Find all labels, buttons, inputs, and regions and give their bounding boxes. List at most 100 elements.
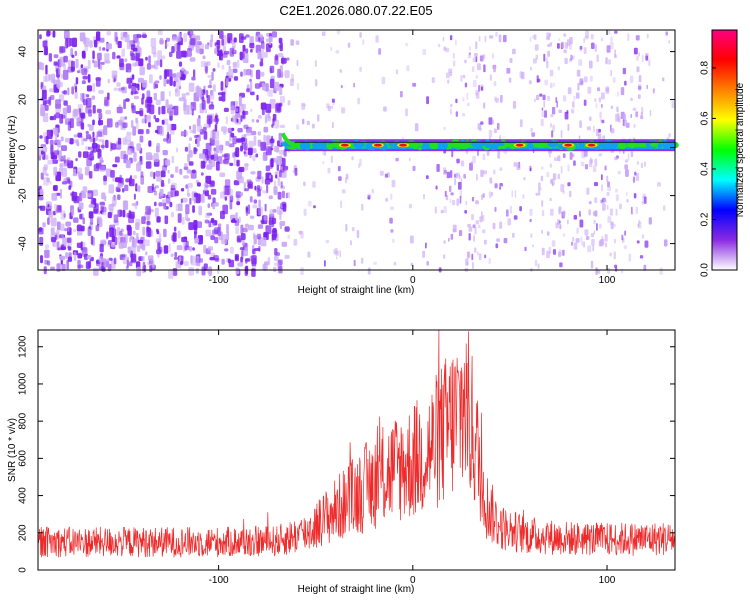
noise-cell — [42, 146, 48, 152]
noise-cell — [50, 129, 53, 137]
noise-cell — [265, 114, 269, 123]
noise-cell — [47, 217, 50, 225]
noise-cell — [195, 35, 201, 41]
noise-cell — [395, 157, 399, 162]
noise-cell — [253, 199, 257, 204]
noise-cell — [183, 166, 189, 170]
noise-cell — [256, 208, 261, 217]
noise-cell — [164, 39, 167, 49]
noise-cell — [221, 154, 228, 158]
ridge-blob — [420, 142, 430, 150]
noise-cell — [493, 169, 496, 175]
noise-cell — [302, 103, 306, 107]
noise-cell — [153, 82, 156, 90]
ridge-blob — [617, 142, 627, 150]
noise-cell — [602, 199, 607, 203]
noise-cell — [405, 43, 409, 46]
noise-cell — [146, 63, 151, 70]
noise-cell — [614, 264, 618, 268]
noise-cell — [55, 112, 60, 119]
noise-cell — [75, 77, 79, 85]
noise-cell — [425, 175, 429, 179]
noise-cell — [566, 219, 569, 225]
noise-cell — [146, 114, 151, 123]
noise-cell — [183, 175, 189, 179]
noise-cell — [450, 108, 452, 115]
noise-cell — [175, 79, 181, 89]
noise-cell — [279, 149, 285, 155]
noise-cell — [578, 135, 581, 141]
noise-cell — [45, 173, 49, 177]
colorbar-label: Normalized spectral amplitude — [735, 82, 746, 217]
noise-cell — [284, 226, 290, 232]
noise-cell — [206, 212, 213, 216]
noise-cell — [88, 204, 95, 208]
noise-cell — [506, 67, 511, 74]
noise-cell — [138, 77, 144, 83]
noise-cell — [596, 223, 598, 231]
noise-cell — [133, 175, 137, 179]
noise-cell — [552, 124, 555, 132]
noise-cell — [638, 52, 640, 57]
noise-cell — [146, 129, 150, 134]
noise-cell — [330, 155, 333, 163]
noise-cell — [591, 239, 595, 246]
noise-cell — [162, 138, 169, 142]
noise-cell — [567, 164, 570, 172]
noise-cell — [130, 175, 133, 180]
noise-cell — [86, 85, 92, 92]
noise-cell — [610, 36, 613, 42]
noise-cell — [140, 175, 144, 185]
noise-cell — [104, 53, 110, 63]
x-tick-label: -100 — [209, 275, 229, 286]
noise-cell — [261, 176, 264, 184]
noise-cell — [46, 177, 50, 183]
noise-cell — [63, 162, 67, 168]
noise-cell — [458, 230, 463, 237]
noise-cell — [594, 182, 598, 187]
noise-cell — [230, 132, 235, 138]
noise-cell — [138, 58, 144, 67]
noise-cell — [190, 101, 197, 111]
noise-cell — [642, 195, 644, 203]
noise-cell — [579, 45, 583, 50]
noise-cell — [249, 81, 253, 91]
noise-cell — [139, 135, 144, 143]
noise-cell — [604, 165, 607, 171]
noise-cell — [124, 184, 129, 192]
noise-cell — [179, 168, 183, 175]
noise-cell — [102, 206, 107, 213]
noise-cell — [599, 239, 604, 247]
noise-cell — [583, 47, 587, 54]
ridge-blob — [657, 142, 663, 150]
noise-cell — [546, 36, 550, 40]
noise-cell — [477, 251, 479, 256]
noise-cell — [586, 235, 589, 241]
noise-cell — [279, 96, 286, 104]
noise-cell — [273, 145, 280, 152]
noise-cell — [106, 231, 109, 238]
noise-cell — [256, 119, 260, 123]
ridge-blob — [547, 141, 559, 148]
noise-cell — [201, 193, 205, 203]
noise-cell — [635, 111, 639, 118]
noise-cell — [303, 208, 307, 216]
noise-cell — [471, 253, 474, 261]
noise-cell — [188, 143, 191, 153]
noise-cell — [125, 159, 131, 169]
noise-cell — [260, 141, 267, 151]
noise-cell — [202, 161, 206, 168]
noise-cell — [562, 233, 566, 237]
noise-cell — [132, 230, 136, 236]
noise-cell — [186, 217, 191, 222]
noise-cell — [217, 223, 222, 228]
noise-cell — [78, 108, 82, 116]
noise-cell — [161, 165, 167, 171]
noise-cell — [193, 69, 196, 78]
noise-cell — [558, 251, 561, 258]
noise-cell — [422, 250, 425, 258]
noise-cell — [155, 170, 161, 177]
colorbar: 0.00.20.40.60.8 Normalized spectral ampl… — [700, 29, 746, 277]
noise-cell — [60, 244, 65, 251]
noise-cell — [244, 223, 249, 228]
